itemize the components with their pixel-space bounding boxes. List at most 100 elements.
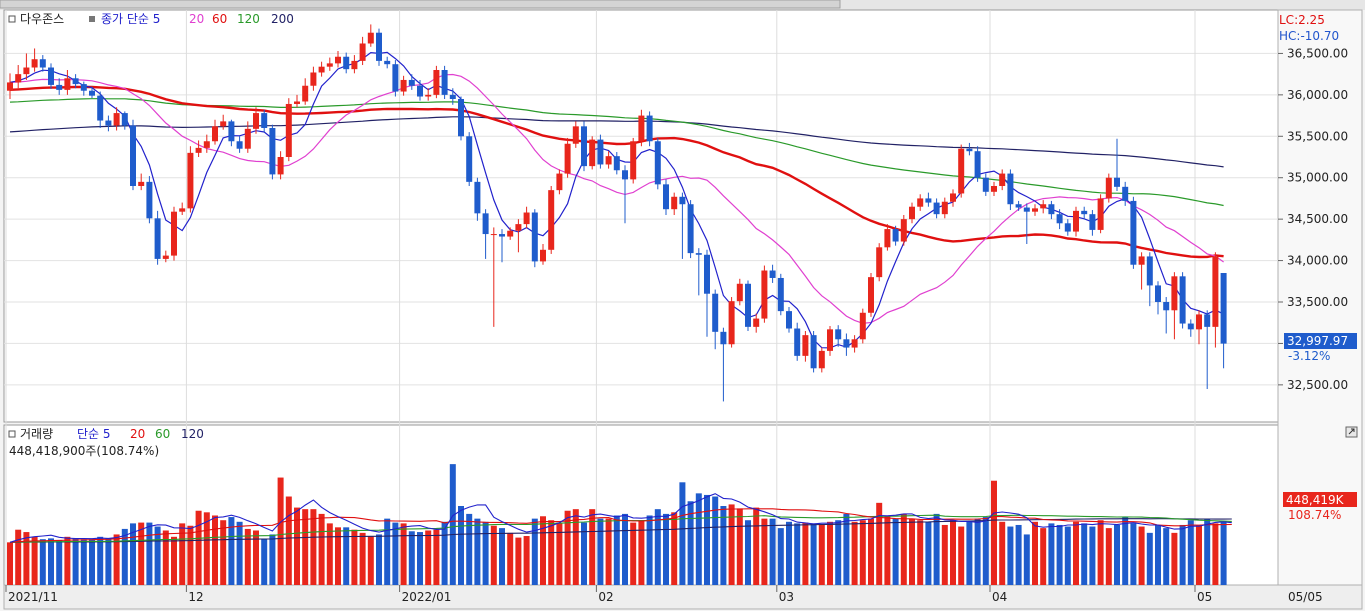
price-tick-label: 36,500.00	[1287, 46, 1348, 60]
candle-body	[1146, 256, 1153, 286]
price-tick-label: 36,000.00	[1287, 88, 1348, 102]
volume-bar	[859, 520, 866, 585]
candle-body	[408, 79, 415, 86]
volume-bar	[728, 504, 735, 585]
volume-bar	[1204, 518, 1211, 585]
candle-body	[827, 329, 833, 351]
candle-body	[1171, 276, 1178, 311]
volume-bar	[195, 510, 202, 585]
volume-bar	[212, 515, 218, 585]
volume-bar	[89, 539, 95, 585]
volume-legend-ma5: 단순 5	[77, 427, 111, 441]
volume-bar	[228, 517, 235, 585]
candle-body	[966, 148, 973, 152]
x-tick-label: 04	[992, 590, 1007, 604]
x-tick-label: 2021/11	[8, 590, 58, 604]
volume-bar	[1155, 524, 1161, 585]
candle-body	[531, 212, 538, 262]
x-tick-label: 02	[598, 590, 613, 604]
volume-legend-ma60: 60	[155, 427, 170, 441]
candle-body	[736, 283, 743, 302]
volume-bar	[113, 534, 120, 585]
candle-body	[162, 255, 169, 259]
candle-body	[663, 184, 669, 210]
candle-body	[745, 283, 751, 327]
candle-body	[1155, 285, 1161, 302]
candle-body	[1007, 173, 1014, 205]
candle-body	[417, 85, 423, 97]
candle-body	[564, 143, 571, 174]
candle-body	[1040, 204, 1047, 209]
candle-body	[917, 198, 924, 207]
candle-body	[392, 64, 399, 92]
price-y-ticks: 36,500.00 36,000.00 35,500.00 35,000.00 34,5…	[1278, 46, 1348, 392]
candle-body	[851, 339, 858, 348]
volume-bar	[171, 536, 177, 585]
volume-bar	[80, 539, 87, 585]
volume-bar	[1122, 517, 1129, 585]
current-volume-box	[1283, 492, 1357, 507]
candle-body	[556, 173, 563, 191]
candle-body	[999, 173, 1006, 186]
candle-body	[786, 311, 792, 329]
ma-marker-icon	[89, 16, 95, 22]
legend-ma200: 200	[271, 12, 294, 26]
volume-bar	[1081, 523, 1088, 585]
candle-body	[958, 148, 965, 194]
candle-body	[1138, 256, 1145, 265]
candle-body	[909, 206, 915, 220]
volume-bar	[646, 515, 653, 585]
candle-body	[130, 125, 136, 186]
volume-bar	[425, 530, 432, 585]
volume-bar	[613, 515, 620, 585]
volume-bar	[7, 542, 13, 585]
volume-bar	[704, 494, 710, 585]
volume-bar	[925, 521, 932, 585]
lc-readout: LC:2.25	[1279, 13, 1325, 27]
legend-ma60: 60	[212, 12, 227, 26]
candle-body	[105, 120, 112, 126]
panel-maximize-icon[interactable]	[1345, 426, 1358, 438]
volume-bar	[720, 506, 727, 585]
volume-bar	[933, 513, 940, 585]
volume-bar	[1073, 521, 1079, 585]
volume-bar	[966, 521, 973, 585]
volume-bar	[1130, 523, 1137, 585]
volume-bar	[466, 513, 473, 585]
candle-body	[515, 224, 522, 231]
volume-bar	[556, 522, 563, 585]
candle-body	[23, 67, 30, 75]
volume-bar	[540, 516, 546, 585]
candle-body	[1097, 198, 1104, 230]
volume-legend-ma20: 20	[130, 427, 145, 441]
candle-body	[384, 60, 391, 65]
volume-bar	[220, 520, 227, 585]
volume-bar	[261, 539, 268, 585]
volume-bar	[121, 528, 128, 585]
candle-body	[704, 254, 710, 294]
candle-body	[318, 66, 325, 73]
current-price-box	[1284, 333, 1357, 349]
candle-body	[507, 230, 514, 237]
volume-bar	[417, 532, 423, 585]
volume-bar	[761, 518, 768, 585]
volume-bar	[97, 536, 104, 585]
candle-body	[835, 329, 842, 340]
candle-body	[728, 301, 735, 345]
candle-body	[80, 84, 87, 91]
price-legend: 다우존스 종가 단순 5 20 60 120 200	[8, 12, 294, 26]
candle-body	[7, 82, 13, 91]
volume-bar	[1105, 528, 1112, 585]
volume-bar	[810, 523, 817, 585]
candle-body	[597, 139, 604, 165]
volume-bar	[1196, 524, 1202, 585]
volume-bar	[105, 538, 112, 585]
candle-body	[802, 335, 809, 356]
x-tick-label: 2022/01	[402, 590, 452, 604]
y-axis-area	[1277, 9, 1363, 586]
candle-body	[679, 196, 686, 205]
volume-bar	[392, 522, 399, 585]
candle-body	[523, 212, 530, 225]
volume-bar	[523, 536, 530, 585]
volume-bar	[950, 520, 956, 585]
